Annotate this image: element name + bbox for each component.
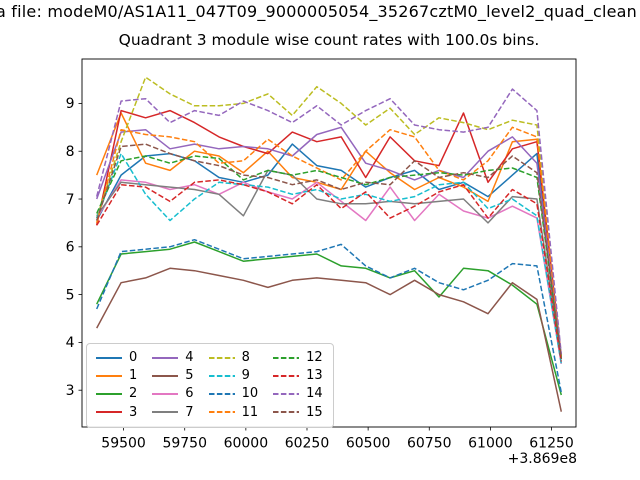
series-line-15 [95,143,563,360]
legend-label-8: 8 [241,350,250,366]
legend-line-sample-3 [96,411,122,414]
legend-label-3: 3 [129,404,138,420]
legend-line-sample-12 [273,356,300,359]
legend-label-13: 13 [306,368,323,384]
axes-title: Quadrant 3 module wise count rates with … [118,31,540,49]
legend-item-10: 10 [208,385,259,402]
legend-label-5: 5 [185,368,194,384]
legend-item-13: 13 [273,367,323,384]
legend-line-sample-0 [96,356,122,359]
legend-label-11: 11 [241,404,259,420]
legend-line-sample-10 [208,392,235,395]
series-line-11 [95,126,563,357]
legend-label-14: 14 [306,386,323,402]
series-line-7 [96,169,563,360]
x-tick-label: 59750 [162,436,207,452]
y-tick-label: 3 [66,383,75,399]
x-tick-label: 60000 [224,436,269,452]
legend-item-11: 11 [208,404,259,421]
legend-line-sample-1 [96,374,122,377]
series-group [95,76,563,412]
legend-line-sample-8 [208,356,235,359]
legend-line-sample-6 [152,392,179,395]
series-line-4 [95,126,563,357]
legend-item-12: 12 [273,349,323,366]
legend-label-12: 12 [306,350,323,366]
legend-line-sample-9 [208,374,235,377]
series-line-14 [95,88,563,355]
legend-label-10: 10 [241,386,259,402]
legend-line-sample-15 [273,411,300,414]
series-line-0 [96,143,563,357]
series-line-1 [96,112,563,360]
legend-label-0: 0 [129,350,138,366]
legend-item-5: 5 [152,367,194,384]
legend-label-7: 7 [185,404,194,420]
legend-label-1: 1 [129,368,138,384]
legend-line-sample-4 [152,356,179,359]
legend-item-6: 6 [152,385,194,402]
legend-line-sample-14 [273,392,300,395]
series-line-10 [96,238,563,393]
y-tick-label: 8 [66,144,75,160]
series-line-13 [96,179,563,362]
legend-label-2: 2 [129,386,138,402]
legend-item-1: 1 [96,367,137,384]
series-line-9 [95,152,563,365]
legend-item-2: 2 [96,385,137,402]
legend-item-7: 7 [152,404,194,421]
legend-item-15: 15 [273,404,323,421]
y-tick-label: 6 [66,240,75,256]
x-tick-label: 59500 [101,436,146,452]
x-tick-label: 61250 [529,436,574,452]
x-tick-label: 60750 [407,436,452,452]
legend-line-sample-5 [152,374,179,377]
series-line-3 [95,109,563,357]
legend-item-4: 4 [152,349,194,366]
y-tick-label: 4 [66,335,75,351]
y-tick-label: 7 [66,192,75,208]
y-tick-label: 9 [66,96,75,112]
legend-item-9: 9 [208,367,259,384]
legend-item-3: 3 [96,404,137,421]
series-line-5 [96,267,563,412]
legend-item-0: 0 [96,349,137,366]
legend-line-sample-7 [152,411,179,414]
figure-title: a file: modeM0/AS1A11_047T09_9000005054_… [0,2,638,21]
legend-label-15: 15 [306,404,323,420]
series-line-12 [96,155,563,360]
x-tick-label: 60500 [346,436,391,452]
legend: 0 1 2 3 4 5 6 7 8 9 10 11 12 13 14 15 [86,343,334,428]
legend-label-9: 9 [241,368,250,384]
x-tick-label: 60250 [285,436,330,452]
legend-line-sample-2 [96,392,122,395]
y-tick-label: 5 [66,287,75,303]
x-tick-label: 61000 [468,436,513,452]
legend-line-sample-11 [208,411,235,414]
legend-item-8: 8 [208,349,259,366]
x-axis-offset-label: +3.869e8 [507,451,577,467]
series-line-2 [96,241,563,396]
series-line-6 [96,179,563,365]
legend-item-14: 14 [273,385,323,402]
legend-line-sample-13 [273,374,300,377]
legend-label-6: 6 [185,386,194,402]
legend-label-4: 4 [185,350,194,366]
